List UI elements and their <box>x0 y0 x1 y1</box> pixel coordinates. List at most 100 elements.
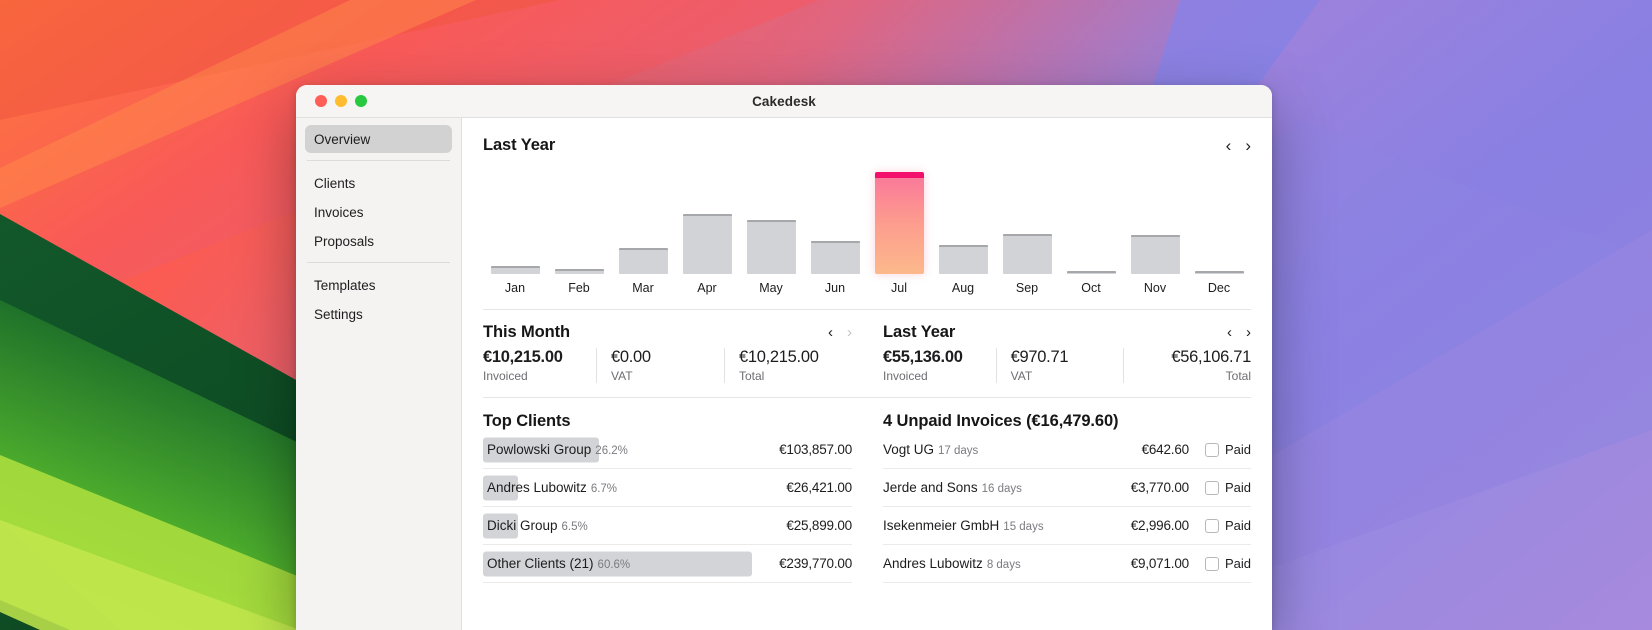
chart-nav-arrows: ‹ › <box>1226 137 1251 154</box>
paid-toggle[interactable]: Paid <box>1204 442 1251 457</box>
top-clients-panel: Top Clients Powlowski Group 26.2% €103,857… <box>483 398 867 630</box>
top-client-share-bar <box>483 513 519 538</box>
close-button[interactable] <box>315 95 327 107</box>
unpaid-invoice-amount: €2,996.00 <box>1130 518 1189 533</box>
unpaid-invoice-name-cell: Jerde and Sons 16 days <box>883 469 1121 506</box>
stat-label: Total <box>1225 369 1252 383</box>
paid-checkbox[interactable] <box>1204 442 1219 457</box>
chart-bar-column[interactable]: Apr <box>675 165 739 295</box>
last-year-stats: Last Year ‹ › €55,136.00 Invoiced €970.7… <box>867 310 1251 383</box>
top-client-name-cell: Andres Lubowitz 6.7% <box>483 469 776 506</box>
chart-title: Last Year <box>483 136 556 154</box>
lists-row: Top Clients Powlowski Group 26.2% €103,857… <box>462 398 1272 630</box>
chart-prev-button[interactable]: ‹ <box>1225 136 1232 155</box>
sidebar-item-label: Settings <box>314 306 363 322</box>
paid-toggle[interactable]: Paid <box>1204 518 1251 533</box>
top-client-row[interactable]: Andres Lubowitz 6.7% €26,421.00 <box>483 469 852 507</box>
top-client-row[interactable]: Other Clients (21) 60.6% €239,770.00 <box>483 545 852 583</box>
paid-toggle[interactable]: Paid <box>1204 480 1251 495</box>
sidebar-item-settings[interactable]: Settings <box>305 300 452 328</box>
stat-label: Invoiced <box>483 369 528 383</box>
chart-bar <box>1066 270 1116 274</box>
unpaid-invoice-name-cell: Andres Lubowitz 8 days <box>883 545 1121 582</box>
this-month-values: €10,215.00 Invoiced €0.00 VAT €10,215.00… <box>483 348 852 383</box>
unpaid-invoice-client: Andres Lubowitz 8 days <box>883 556 1021 571</box>
unpaid-invoice-row[interactable]: Vogt UG 17 days €642.60 Paid <box>883 431 1251 469</box>
sidebar-item-proposals[interactable]: Proposals <box>305 227 452 255</box>
chart-bar-column[interactable]: Sep <box>995 165 1059 295</box>
chart-bar-label: Jan <box>504 281 526 295</box>
maximize-button[interactable] <box>355 95 367 107</box>
sidebar-item-clients[interactable]: Clients <box>305 169 452 197</box>
this-month-next-button[interactable]: › <box>847 324 852 341</box>
stat-value: €55,136.00 <box>883 348 963 366</box>
stat-value: €0.00 <box>611 348 651 366</box>
top-client-name: Dicki Group 6.5% <box>487 518 588 533</box>
chart-bar <box>938 244 988 274</box>
chart-bar-column[interactable]: May <box>739 165 803 295</box>
top-client-row[interactable]: Powlowski Group 26.2% €103,857.00 <box>483 431 852 469</box>
stat-vat: €0.00 VAT <box>596 348 724 383</box>
sidebar-item-label: Clients <box>314 175 356 191</box>
unpaid-invoice-age: 16 days <box>981 483 1022 495</box>
chart-bar <box>810 241 860 274</box>
chart-bar-column[interactable]: Oct <box>1059 165 1123 295</box>
chart-bar <box>1194 271 1244 274</box>
sidebar-item-templates[interactable]: Templates <box>305 271 452 299</box>
last-year-next-button[interactable]: › <box>1246 324 1251 341</box>
stat-total: €56,106.71 Total <box>1123 348 1251 383</box>
paid-toggle[interactable]: Paid <box>1204 556 1251 571</box>
unpaid-invoice-client: Vogt UG 17 days <box>883 442 979 457</box>
chart-bar-label: Jun <box>824 281 846 295</box>
top-client-percent: 6.5% <box>561 521 588 533</box>
unpaid-invoice-amount: €642.60 <box>1141 442 1190 457</box>
this-month-stats: This Month ‹ › €10,215.00 Invoiced €0.00 <box>483 310 867 383</box>
last-year-nav-arrows: ‹ › <box>1227 325 1251 340</box>
chart-bar-column[interactable]: Aug <box>931 165 995 295</box>
last-year-prev-button[interactable]: ‹ <box>1227 324 1232 341</box>
top-client-amount: €26,421.00 <box>786 480 852 495</box>
chart-bar-column[interactable]: Jun <box>803 165 867 295</box>
minimize-button[interactable] <box>335 95 347 107</box>
sidebar-item-label: Templates <box>314 277 376 293</box>
paid-checkbox[interactable] <box>1204 518 1219 533</box>
chart-bar-label: Sep <box>1015 281 1039 295</box>
top-client-name: Other Clients (21) 60.6% <box>487 556 631 571</box>
top-client-name-cell: Other Clients (21) 60.6% <box>483 545 769 582</box>
top-client-amount: €239,770.00 <box>779 556 852 571</box>
chart-bar-column[interactable]: Mar <box>611 165 675 295</box>
chart-bar-column[interactable]: Jan <box>483 165 547 295</box>
unpaid-invoice-row[interactable]: Andres Lubowitz 8 days €9,071.00 Paid <box>883 545 1251 583</box>
chart-bar-highlighted <box>874 172 924 274</box>
top-client-share-bar <box>483 475 519 500</box>
chart-bar <box>746 220 796 274</box>
this-month-prev-button[interactable]: ‹ <box>828 324 833 341</box>
window-titlebar[interactable]: Cakedesk <box>296 85 1272 118</box>
sidebar-item-overview[interactable]: Overview <box>305 125 452 153</box>
chart-bar-column[interactable]: Nov <box>1123 165 1187 295</box>
sidebar-item-invoices[interactable]: Invoices <box>305 198 452 226</box>
unpaid-invoice-name-cell: Vogt UG 17 days <box>883 431 1132 468</box>
stats-row: This Month ‹ › €10,215.00 Invoiced €0.00 <box>462 310 1272 383</box>
last-year-header: Last Year ‹ › <box>883 323 1251 342</box>
paid-label: Paid <box>1224 518 1251 533</box>
unpaid-invoices-title: 4 Unpaid Invoices (€16,479.60) <box>883 412 1119 430</box>
divider-wrap-2 <box>462 383 1272 398</box>
chart-header: Last Year ‹ › <box>483 136 1251 155</box>
top-clients-title: Top Clients <box>483 412 571 430</box>
chart-bar-column[interactable]: Dec <box>1187 165 1251 295</box>
unpaid-invoice-client: Isekenmeier GmbH 15 days <box>883 518 1044 533</box>
unpaid-invoices-panel: 4 Unpaid Invoices (€16,479.60) Vogt UG 17… <box>867 398 1251 630</box>
top-client-amount: €25,899.00 <box>786 518 852 533</box>
chart-bar-column[interactable]: Feb <box>547 165 611 295</box>
chart-next-button[interactable]: › <box>1245 136 1251 155</box>
app-window: Cakedesk Overview Clients Invoices Propo… <box>296 85 1272 630</box>
paid-checkbox[interactable] <box>1204 480 1219 495</box>
unpaid-invoice-row[interactable]: Jerde and Sons 16 days €3,770.00 Paid <box>883 469 1251 507</box>
top-client-row[interactable]: Dicki Group 6.5% €25,899.00 <box>483 507 852 545</box>
chart-bar-column[interactable]: Jul <box>867 165 931 295</box>
top-client-name: Andres Lubowitz 6.7% <box>487 480 618 495</box>
unpaid-invoice-row[interactable]: Isekenmeier GmbH 15 days €2,996.00 Paid <box>883 507 1251 545</box>
stat-label: Invoiced <box>883 369 928 383</box>
paid-checkbox[interactable] <box>1204 556 1219 571</box>
